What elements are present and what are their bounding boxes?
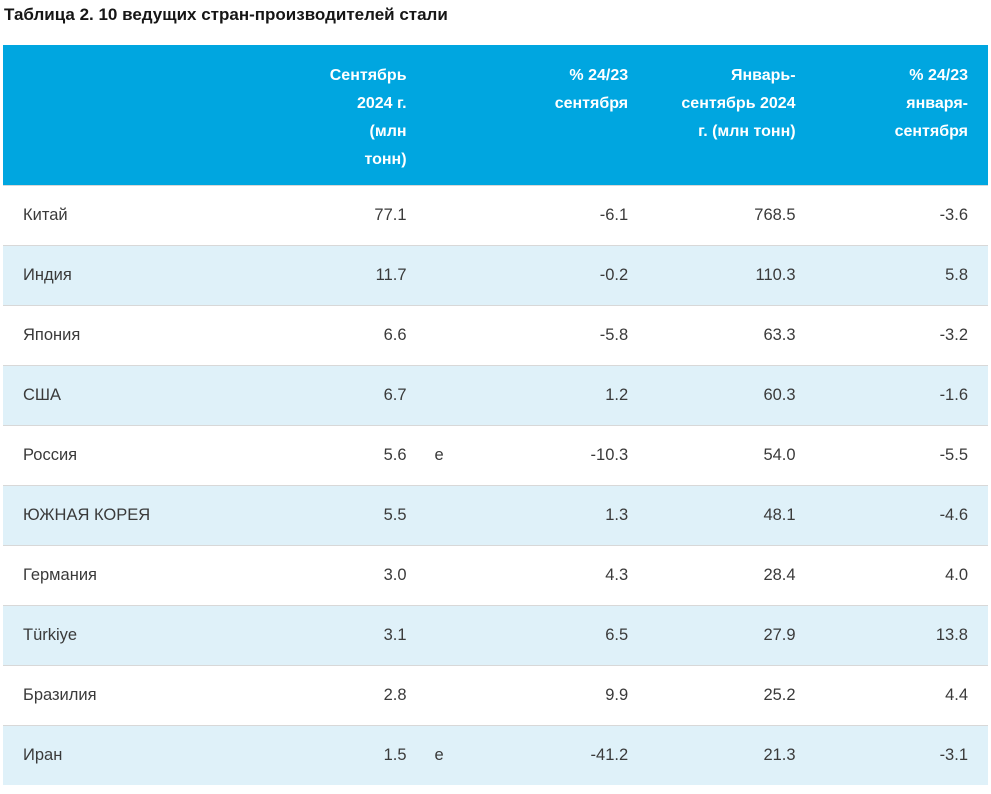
pct-sep-cell: 6.5 [605,625,629,644]
table-row: Россия 5.6 е -10.3 54.0 -5.5 [3,425,988,485]
pct-jan-sep-cell: -5.5 [939,445,968,464]
pct-sep-cell: 1.3 [605,505,629,524]
country-cell: США [23,385,62,404]
country-cell: ЮЖНАЯ КОРЕЯ [23,505,151,524]
estimate-note-cell [427,305,466,365]
estimate-note-cell [427,545,466,605]
estimate-note-cell [427,185,466,245]
pct-sep-cell: -5.8 [599,325,629,344]
pct-sep-cell: -41.2 [590,745,629,764]
country-cell: Китай [23,205,68,224]
table-row: США 6.7 1.2 60.3 -1.6 [3,365,988,425]
pct-jan-sep-cell: -4.6 [939,505,968,524]
table-header-country [3,45,210,185]
country-cell: Индия [23,265,72,284]
table-header-pct-sep: % 24/23 сентября [554,67,629,112]
estimate-note-cell: е [434,745,444,764]
table-header-pct-jan-sep: % 24/23 января- сентября [894,67,968,140]
jan-sep-2024-cell: 48.1 [763,505,796,524]
table-row: Китай 77.1 -6.1 768.5 -3.6 [3,185,988,245]
pct-jan-sep-cell: 13.8 [935,625,968,644]
estimate-note-cell: е [434,445,444,464]
sep-2024-cell: 3.1 [383,625,407,644]
pct-jan-sep-cell: 4.4 [945,685,968,704]
pct-sep-cell: -6.1 [599,205,629,224]
sep-2024-cell: 5.6 [383,445,407,464]
jan-sep-2024-cell: 28.4 [763,565,796,584]
sep-2024-cell: 6.6 [383,325,407,344]
country-cell: Япония [23,325,81,344]
country-cell: Россия [23,445,78,464]
table-body: Китай 77.1 -6.1 768.5 -3.6 Индия 11.7 -0… [3,185,988,785]
jan-sep-2024-cell: 110.3 [755,265,796,284]
pct-sep-cell: 9.9 [605,685,629,704]
estimate-note-cell [427,245,466,305]
pct-jan-sep-cell: 5.8 [945,265,968,284]
table-row: Германия 3.0 4.3 28.4 4.0 [3,545,988,605]
table-row: ЮЖНАЯ КОРЕЯ 5.5 1.3 48.1 -4.6 [3,485,988,545]
pct-jan-sep-cell: 4.0 [945,565,968,584]
pct-jan-sep-cell: -1.6 [939,385,968,404]
sep-2024-cell: 2.8 [383,685,407,704]
sep-2024-cell: 3.0 [383,565,407,584]
pct-jan-sep-cell: -3.2 [939,325,968,344]
jan-sep-2024-cell: 27.9 [763,625,796,644]
table-row: Бразилия 2.8 9.9 25.2 4.4 [3,665,988,725]
steel-producers-table: Сентябрь 2024 г. (млн тонн) % 24/23 сент… [3,45,988,785]
jan-sep-2024-cell: 25.2 [763,685,796,704]
table-row: Индия 11.7 -0.2 110.3 5.8 [3,245,988,305]
table-header-note [427,45,466,185]
sep-2024-cell: 77.1 [374,205,407,224]
jan-sep-2024-cell: 21.3 [763,745,796,764]
jan-sep-2024-cell: 768.5 [754,205,796,224]
sep-2024-cell: 1.5 [383,745,407,764]
estimate-note-cell [427,605,466,665]
table-header-sep-2024: Сентябрь 2024 г. (млн тонн) [329,67,407,168]
pct-sep-cell: 4.3 [605,565,629,584]
jan-sep-2024-cell: 60.3 [763,385,796,404]
table-header-jan-sep-2024: Январь- сентябрь 2024 г. (млн тонн) [681,67,796,140]
pct-sep-cell: 1.2 [605,385,629,404]
jan-sep-2024-cell: 63.3 [763,325,796,344]
jan-sep-2024-cell: 54.0 [763,445,796,464]
pct-sep-cell: -10.3 [590,445,629,464]
estimate-note-cell [427,365,466,425]
table-caption: Таблица 2. 10 ведущих стран-производител… [4,5,448,24]
table-header: Сентябрь 2024 г. (млн тонн) % 24/23 сент… [3,45,988,185]
pct-sep-cell: -0.2 [599,265,629,284]
table-header-row: Сентябрь 2024 г. (млн тонн) % 24/23 сент… [3,45,988,185]
table-row: Иран 1.5 е -41.2 21.3 -3.1 [3,725,988,785]
sep-2024-cell: 5.5 [383,505,407,524]
table-row: Türkiye 3.1 6.5 27.9 13.8 [3,605,988,665]
estimate-note-cell [427,485,466,545]
table-row: Япония 6.6 -5.8 63.3 -3.2 [3,305,988,365]
sep-2024-cell: 11.7 [375,265,407,284]
country-cell: Иран [23,745,63,764]
estimate-note-cell [427,665,466,725]
pct-jan-sep-cell: -3.1 [939,745,968,764]
country-cell: Бразилия [23,685,97,704]
country-cell: Türkiye [23,625,78,644]
pct-jan-sep-cell: -3.6 [939,205,968,224]
country-cell: Германия [23,565,97,584]
sep-2024-cell: 6.7 [383,385,407,404]
